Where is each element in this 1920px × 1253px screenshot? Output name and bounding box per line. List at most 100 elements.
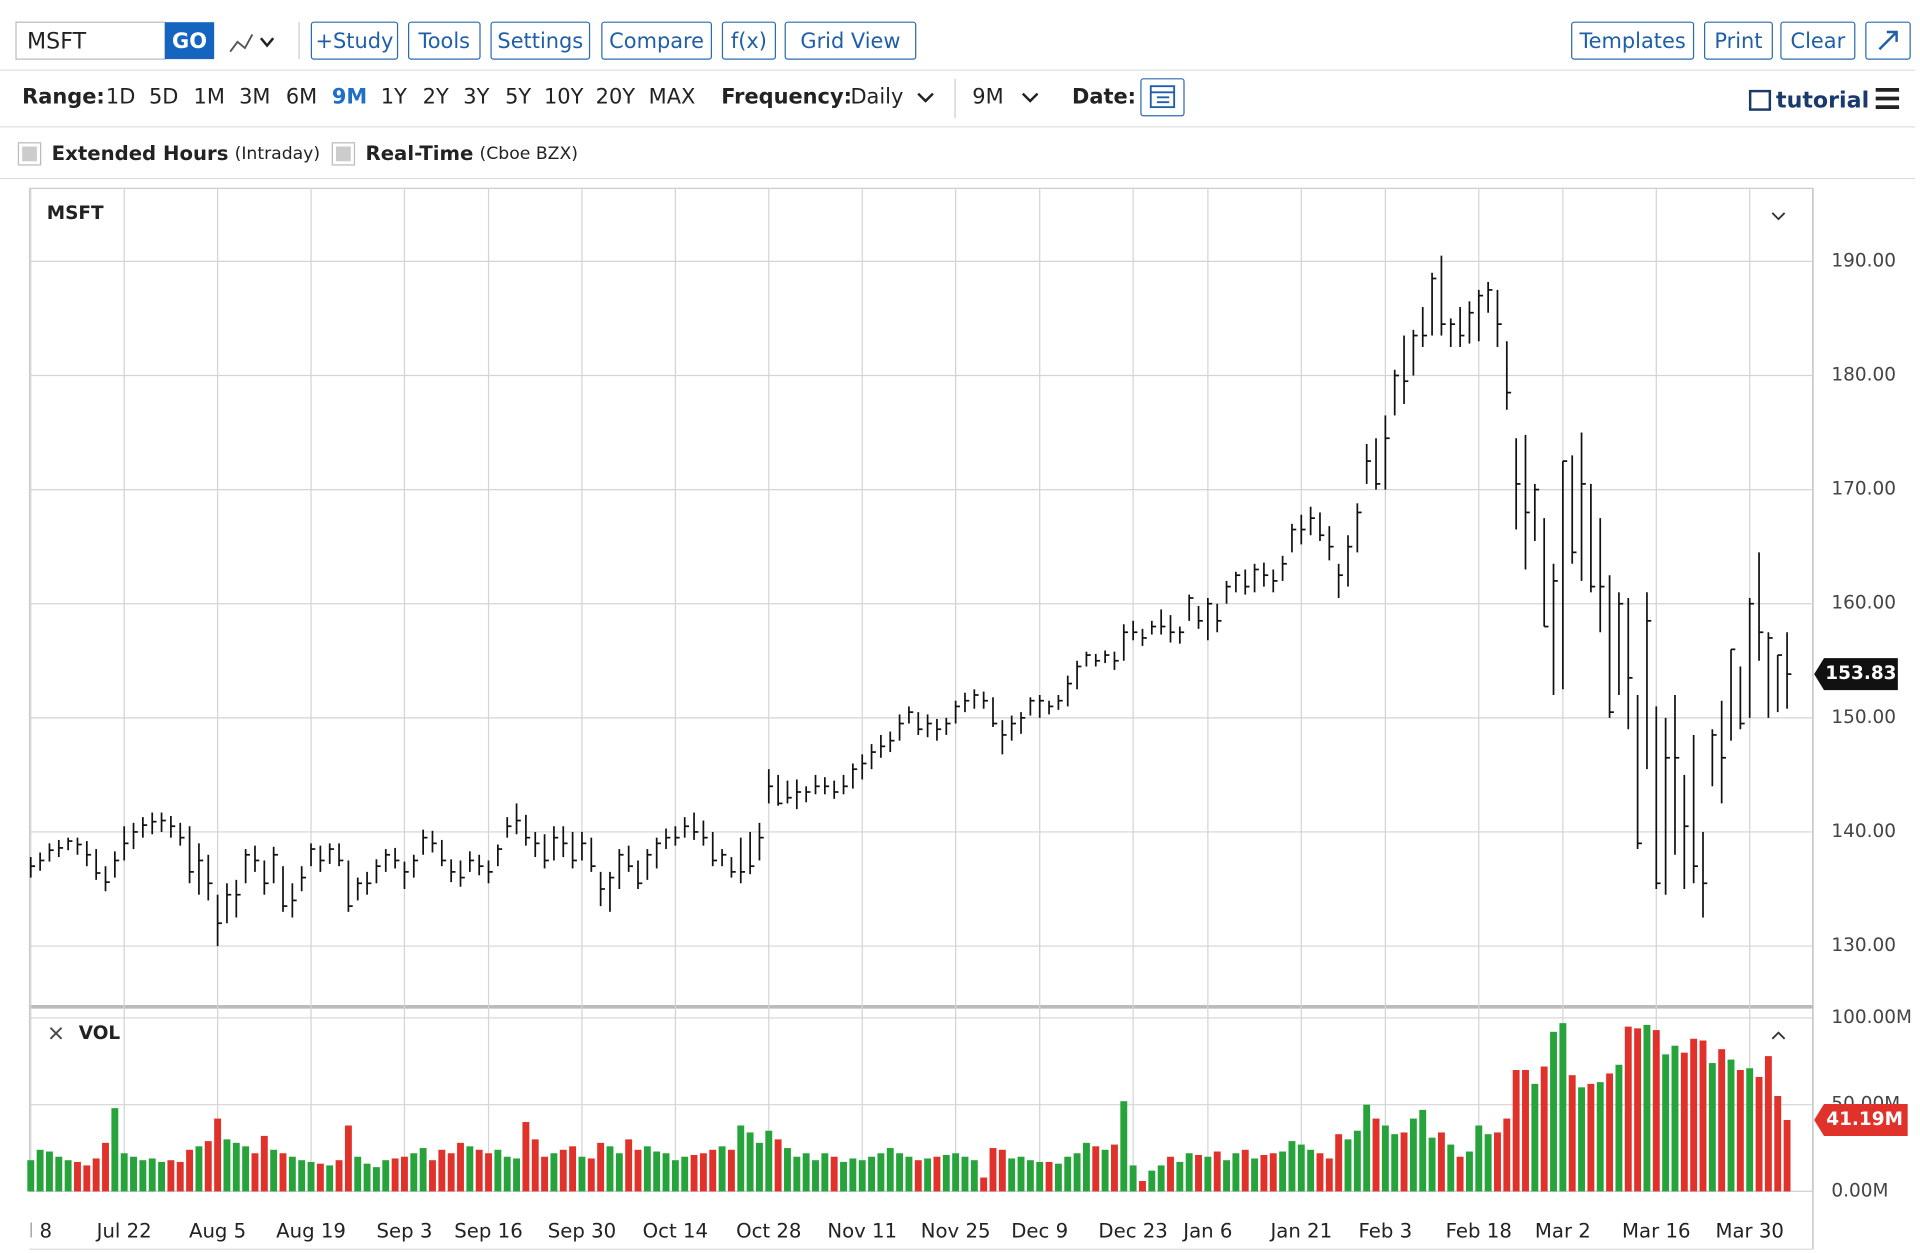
volume-bar [503, 1156, 511, 1192]
volume-bar [46, 1151, 53, 1192]
toolbar-button[interactable] [1780, 21, 1856, 60]
volume-bar [774, 1139, 782, 1192]
volume-bar [830, 1156, 838, 1192]
volume-bar [1148, 1170, 1156, 1192]
volume-bar [1699, 1040, 1707, 1192]
range-option[interactable]: 2Y [423, 84, 449, 108]
volume-bar [653, 1151, 661, 1192]
toolbar-button[interactable] [310, 21, 399, 60]
volume-bar [438, 1149, 446, 1192]
volume-bar [1400, 1132, 1408, 1192]
volume-bar [1736, 1069, 1744, 1192]
x-tick-label: Oct 14 [643, 1220, 708, 1243]
volume-bar [643, 1146, 651, 1192]
volume-bar [83, 1165, 91, 1192]
y-tick-label: 180.00 [1831, 364, 1896, 385]
volume-bar [344, 1125, 352, 1192]
x-tick-label: Jan 6 [1181, 1220, 1232, 1243]
volume-bar [372, 1167, 380, 1192]
toolbar-button-label: Templates [1578, 29, 1685, 53]
toolbar-button[interactable] [408, 21, 481, 60]
volume-bar [914, 1160, 922, 1192]
range-option[interactable]: 3M [239, 84, 270, 108]
volume-bar [1026, 1160, 1034, 1192]
volume-bar [419, 1148, 427, 1192]
volume-bar [849, 1158, 857, 1192]
menu-icon[interactable] [1875, 88, 1900, 109]
symbol-input[interactable] [15, 21, 166, 60]
volume-bar [1643, 1024, 1651, 1192]
volume-bar [1391, 1134, 1399, 1192]
range-option[interactable]: 5D [149, 84, 178, 108]
range-option[interactable]: 1D [106, 84, 135, 108]
x-tick-label: Dec 23 [1098, 1220, 1167, 1243]
range-option[interactable]: 10Y [544, 84, 584, 108]
volume-bar [1466, 1151, 1473, 1192]
volume-bar [1559, 1023, 1567, 1192]
range-option[interactable]: MAX [649, 84, 696, 108]
tutorial[interactable]: tutorial [1776, 87, 1869, 113]
volume-bar [821, 1153, 829, 1192]
volume-bar [531, 1139, 539, 1192]
range-option[interactable]: 20Y [596, 84, 636, 108]
toolbar-button[interactable] [490, 21, 591, 60]
x-tick-label: Sep 16 [454, 1220, 522, 1243]
x-tick-label: Sep 30 [548, 1220, 616, 1243]
range-option[interactable]: 1M [194, 84, 225, 108]
chevron[interactable] [917, 92, 934, 103]
volume-bar [1297, 1144, 1305, 1192]
toolbar-button-label: Compare [609, 29, 704, 53]
toolbar-button[interactable] [1704, 21, 1773, 60]
chevron[interactable] [259, 37, 275, 48]
go-button[interactable] [164, 22, 215, 60]
x-tick-label: Sep 3 [377, 1220, 433, 1243]
toolbar-button[interactable] [784, 21, 917, 60]
volume-bar [354, 1156, 362, 1192]
volume-bar [1064, 1156, 1072, 1192]
range-option[interactable]: 3Y [463, 84, 489, 108]
range-option[interactable]: 1Y [381, 84, 407, 108]
volume-bar [868, 1156, 876, 1192]
close-icon[interactable] [49, 1027, 63, 1040]
chevron[interactable] [1021, 92, 1039, 103]
volume-bar [36, 1149, 44, 1192]
volume-bar [1213, 1151, 1221, 1192]
range-label: Range: [22, 84, 105, 108]
range-option[interactable]: 6M [286, 84, 317, 108]
volume-bar [802, 1153, 810, 1192]
toolbar-button[interactable] [601, 21, 712, 60]
volume-bar [1017, 1156, 1025, 1192]
volume-bar [186, 1149, 194, 1192]
x-tick-label: Feb 3 [1359, 1220, 1413, 1243]
volume-bar [214, 1118, 222, 1192]
range-option[interactable]: 9M [332, 84, 367, 108]
volume-bar [270, 1149, 278, 1192]
frequency[interactable]: Daily [850, 84, 903, 108]
volume-bar [1652, 1030, 1660, 1192]
toolbar-button[interactable] [1571, 21, 1695, 60]
volume-bar [756, 1142, 763, 1192]
volume-bar [1587, 1083, 1595, 1192]
volume-bar [176, 1161, 184, 1192]
chart-title: MSFT [47, 203, 104, 224]
volume-bar [1045, 1161, 1053, 1192]
volume-bar [709, 1149, 717, 1192]
volume-bar [784, 1148, 791, 1192]
y2-tick-label: 0.00M [1831, 1180, 1888, 1201]
volume-bar [1419, 1109, 1427, 1192]
volume-bar [1755, 1076, 1763, 1192]
collapse-icon[interactable] [1771, 212, 1786, 221]
volume-bar [1512, 1069, 1520, 1192]
volume-bar [1494, 1132, 1501, 1192]
volume-bar [382, 1160, 390, 1192]
volume-bar [690, 1154, 698, 1192]
volume-bar [858, 1160, 866, 1192]
toolbar-button[interactable] [721, 21, 777, 60]
range-option[interactable]: 5Y [505, 84, 531, 108]
volume-bar [1475, 1125, 1483, 1192]
collapse-icon[interactable] [1771, 1031, 1786, 1040]
volume-bar [1260, 1154, 1268, 1192]
period[interactable]: 9M [972, 84, 1003, 108]
volume-bar [1522, 1069, 1529, 1192]
chart-type-icon[interactable] [229, 34, 254, 53]
